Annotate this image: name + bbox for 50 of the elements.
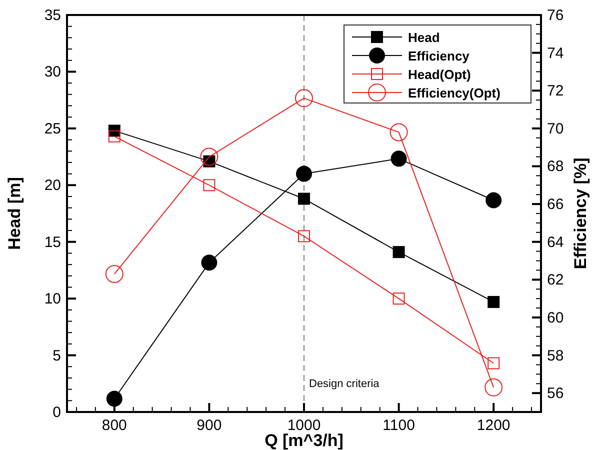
- point: [295, 89, 313, 108]
- point: [298, 192, 310, 205]
- point: [390, 150, 407, 167]
- legend-label: Head(Opt): [408, 67, 471, 82]
- y2-axis-title: Efficiency [%]: [571, 158, 590, 270]
- y2-tick-label: 58: [547, 347, 564, 364]
- y-tick-label: 25: [44, 120, 61, 138]
- legend-label: Efficiency: [408, 48, 470, 64]
- y2-tick-label: 72: [547, 82, 564, 100]
- point: [488, 296, 500, 308]
- x-tick-label: 1200: [476, 417, 510, 434]
- point: [392, 292, 405, 305]
- x-axis-title: Q [m^3/h]: [264, 431, 344, 450]
- x-tick-label: 1100: [382, 417, 415, 434]
- y2-tick-label: 62: [547, 272, 564, 289]
- point: [488, 357, 500, 370]
- point: [392, 246, 405, 258]
- point: [105, 264, 124, 283]
- ref-line-label: Design criteria: [309, 378, 380, 390]
- y2-tick-label: 60: [547, 309, 564, 326]
- point: [390, 123, 408, 142]
- y2-tick-label: 66: [547, 196, 564, 214]
- y2-tick-label: 56: [547, 385, 564, 402]
- point: [201, 254, 218, 271]
- legend-label: Head: [408, 30, 440, 45]
- point: [298, 230, 310, 242]
- point: [200, 148, 218, 166]
- point: [486, 192, 502, 208]
- y2-tick-label: 68: [547, 158, 564, 176]
- y-tick-label: 15: [44, 234, 61, 251]
- y-tick-label: 20: [44, 177, 61, 194]
- y2-tick-label: 74: [547, 44, 564, 62]
- y-axis-title: Head [m]: [5, 177, 24, 250]
- point: [296, 166, 312, 182]
- y-tick-label: 0: [52, 404, 61, 421]
- point: [203, 179, 216, 192]
- legend-label: Efficiency(Opt): [408, 86, 500, 100]
- y-tick-label: 10: [44, 290, 61, 308]
- x-tick-label: 1000: [287, 417, 321, 434]
- y-tick-label: 30: [44, 64, 61, 81]
- point: [484, 378, 503, 396]
- y2-tick-label: 76: [547, 7, 564, 24]
- x-tick-label: 800: [102, 417, 127, 434]
- point: [106, 390, 122, 407]
- y2-tick-label: 64: [547, 234, 564, 251]
- point: [108, 130, 120, 142]
- y-tick-label: 5: [52, 347, 61, 364]
- y-tick-label: 35: [44, 7, 61, 24]
- y2-tick-label: 70: [547, 120, 564, 138]
- x-tick-label: 900: [196, 417, 222, 434]
